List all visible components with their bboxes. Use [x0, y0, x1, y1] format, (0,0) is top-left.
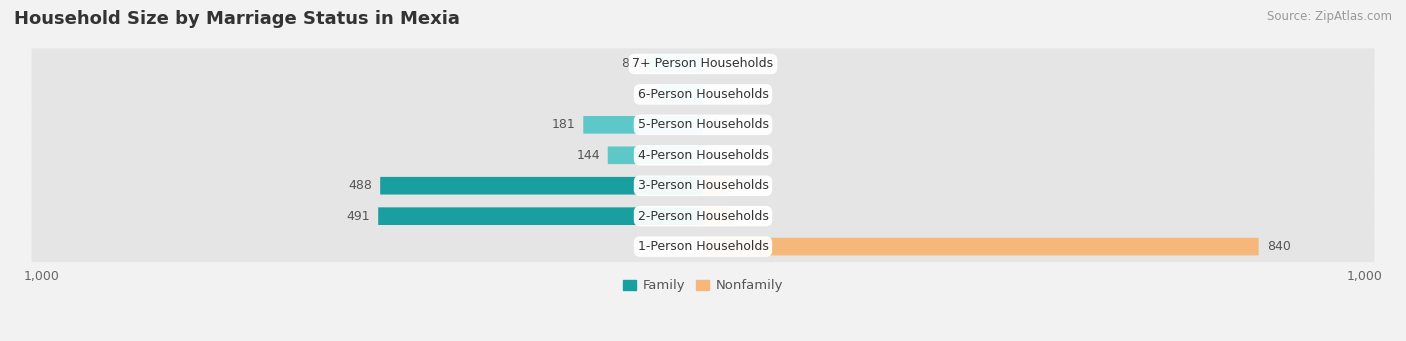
- Text: 43: 43: [740, 210, 755, 223]
- FancyBboxPatch shape: [31, 201, 1375, 232]
- Text: 1-Person Households: 1-Person Households: [637, 240, 769, 253]
- Text: 0: 0: [711, 118, 718, 131]
- FancyBboxPatch shape: [703, 177, 728, 195]
- Text: 87: 87: [621, 57, 637, 71]
- FancyBboxPatch shape: [31, 48, 1375, 79]
- Text: 840: 840: [1267, 240, 1291, 253]
- Text: 181: 181: [551, 118, 575, 131]
- FancyBboxPatch shape: [31, 109, 1375, 140]
- Text: 39: 39: [737, 179, 752, 192]
- Text: Household Size by Marriage Status in Mexia: Household Size by Marriage Status in Mex…: [14, 10, 460, 28]
- Text: 144: 144: [576, 149, 600, 162]
- FancyBboxPatch shape: [645, 55, 703, 73]
- FancyBboxPatch shape: [31, 170, 1375, 201]
- Text: 7+ Person Households: 7+ Person Households: [633, 57, 773, 71]
- Text: 5-Person Households: 5-Person Households: [637, 118, 769, 131]
- Text: 4-Person Households: 4-Person Households: [637, 149, 769, 162]
- Text: 66: 66: [636, 88, 651, 101]
- FancyBboxPatch shape: [659, 86, 703, 103]
- FancyBboxPatch shape: [378, 207, 703, 225]
- FancyBboxPatch shape: [31, 79, 1375, 110]
- Text: 0: 0: [711, 88, 718, 101]
- Text: 2-Person Households: 2-Person Households: [637, 210, 769, 223]
- Text: 3-Person Households: 3-Person Households: [637, 179, 769, 192]
- Text: Source: ZipAtlas.com: Source: ZipAtlas.com: [1267, 10, 1392, 23]
- FancyBboxPatch shape: [607, 146, 703, 164]
- Legend: Family, Nonfamily: Family, Nonfamily: [617, 274, 789, 298]
- FancyBboxPatch shape: [380, 177, 703, 195]
- FancyBboxPatch shape: [583, 116, 703, 134]
- FancyBboxPatch shape: [703, 238, 1258, 255]
- Text: 0: 0: [711, 149, 718, 162]
- FancyBboxPatch shape: [31, 140, 1375, 171]
- Text: 0: 0: [711, 57, 718, 71]
- Text: 0: 0: [688, 240, 695, 253]
- FancyBboxPatch shape: [703, 207, 731, 225]
- Text: 488: 488: [349, 179, 373, 192]
- Text: 6-Person Households: 6-Person Households: [637, 88, 769, 101]
- Text: 491: 491: [347, 210, 370, 223]
- FancyBboxPatch shape: [31, 231, 1375, 262]
